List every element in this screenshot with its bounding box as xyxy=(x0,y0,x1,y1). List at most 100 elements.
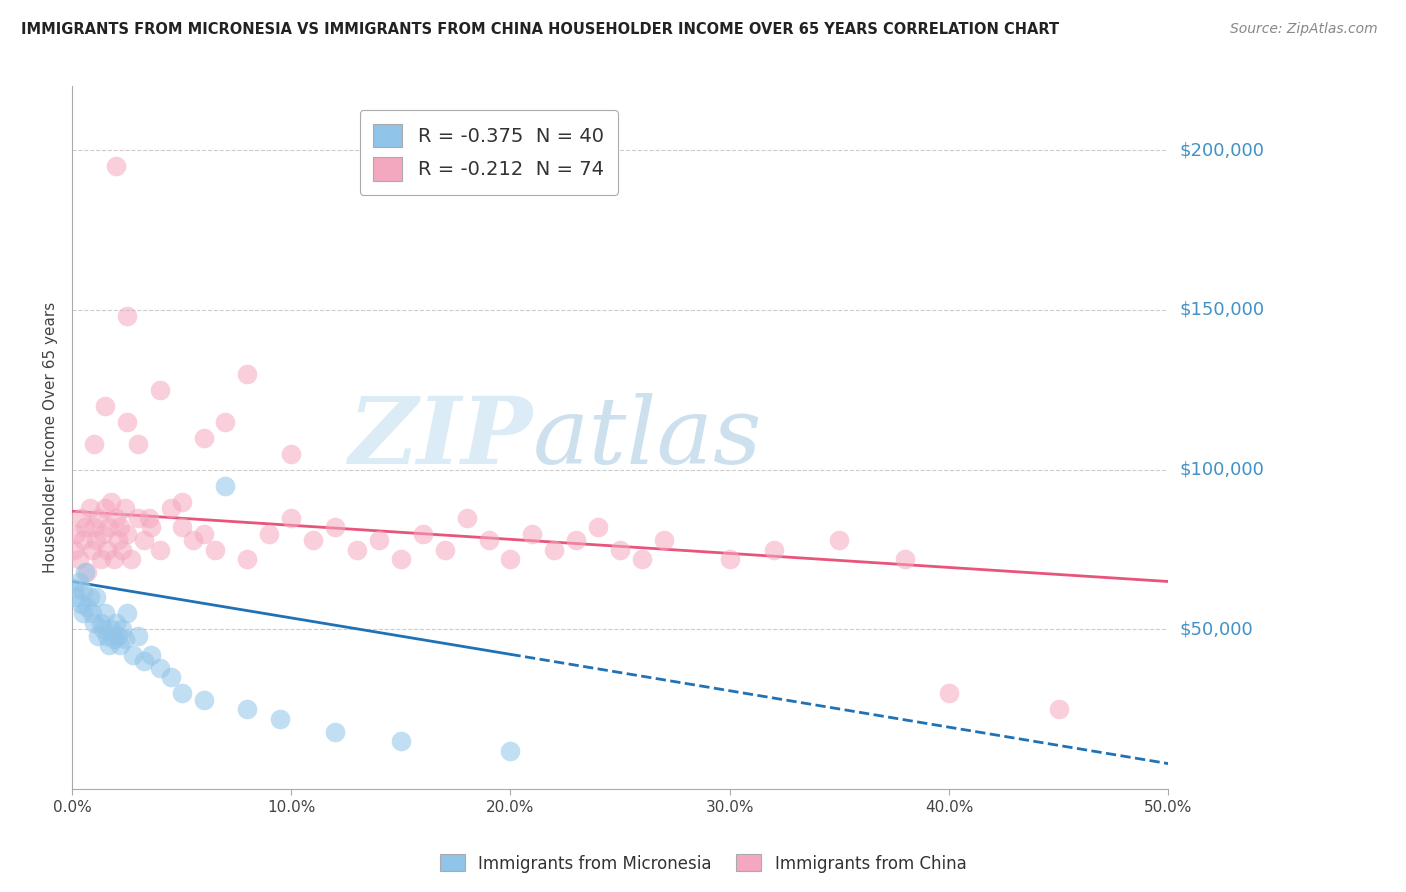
Point xyxy=(127,437,149,451)
Point xyxy=(107,629,129,643)
Point xyxy=(89,552,111,566)
Point xyxy=(83,520,105,534)
Text: $50,000: $50,000 xyxy=(1180,621,1253,639)
Point xyxy=(94,607,117,621)
Point xyxy=(149,661,172,675)
Point xyxy=(111,542,134,557)
Point xyxy=(67,552,90,566)
Point xyxy=(98,520,121,534)
Point xyxy=(87,629,110,643)
Point xyxy=(84,533,107,547)
Point xyxy=(79,591,101,605)
Point xyxy=(477,533,499,547)
Point xyxy=(368,533,391,547)
Point xyxy=(170,520,193,534)
Point xyxy=(127,629,149,643)
Point xyxy=(236,552,259,566)
Point xyxy=(63,581,86,595)
Point xyxy=(631,552,654,566)
Point xyxy=(652,533,675,547)
Point xyxy=(269,712,291,726)
Point xyxy=(114,632,136,646)
Point xyxy=(104,159,127,173)
Point xyxy=(389,734,412,748)
Text: Source: ZipAtlas.com: Source: ZipAtlas.com xyxy=(1230,22,1378,37)
Point xyxy=(718,552,741,566)
Point xyxy=(100,623,122,637)
Point xyxy=(65,526,87,541)
Text: $150,000: $150,000 xyxy=(1180,301,1264,319)
Point xyxy=(586,520,609,534)
Point xyxy=(762,542,785,557)
Point xyxy=(104,615,127,630)
Point xyxy=(72,584,94,599)
Legend: R = -0.375  N = 40, R = -0.212  N = 74: R = -0.375 N = 40, R = -0.212 N = 74 xyxy=(360,110,617,194)
Point xyxy=(75,520,97,534)
Point xyxy=(94,501,117,516)
Point xyxy=(115,310,138,324)
Point xyxy=(181,533,204,547)
Point xyxy=(456,510,478,524)
Point xyxy=(111,623,134,637)
Point xyxy=(346,542,368,557)
Point xyxy=(65,591,87,605)
Point xyxy=(138,510,160,524)
Point xyxy=(103,632,125,646)
Point xyxy=(522,526,544,541)
Point xyxy=(134,654,156,668)
Point xyxy=(72,533,94,547)
Point xyxy=(412,526,434,541)
Point xyxy=(1047,702,1070,716)
Text: atlas: atlas xyxy=(533,392,762,483)
Point xyxy=(609,542,631,557)
Point xyxy=(84,591,107,605)
Point xyxy=(499,744,522,758)
Point xyxy=(565,533,588,547)
Point xyxy=(139,648,162,662)
Point xyxy=(100,494,122,508)
Point xyxy=(323,724,346,739)
Point xyxy=(259,526,281,541)
Point xyxy=(94,399,117,413)
Point xyxy=(107,533,129,547)
Point xyxy=(80,542,103,557)
Point xyxy=(170,686,193,700)
Point xyxy=(76,600,98,615)
Point xyxy=(499,552,522,566)
Text: ZIP: ZIP xyxy=(349,392,533,483)
Point xyxy=(98,639,121,653)
Point xyxy=(87,510,110,524)
Point xyxy=(80,607,103,621)
Point xyxy=(236,702,259,716)
Point xyxy=(72,607,94,621)
Point xyxy=(110,639,132,653)
Point xyxy=(115,415,138,429)
Point xyxy=(214,478,236,492)
Point xyxy=(543,542,565,557)
Point xyxy=(302,533,325,547)
Point xyxy=(236,367,259,381)
Point xyxy=(280,447,302,461)
Text: $200,000: $200,000 xyxy=(1180,141,1264,160)
Point xyxy=(204,542,226,557)
Point xyxy=(67,574,90,589)
Point xyxy=(91,623,114,637)
Point xyxy=(894,552,917,566)
Point xyxy=(280,510,302,524)
Point xyxy=(76,565,98,579)
Point xyxy=(193,526,215,541)
Point xyxy=(114,501,136,516)
Point xyxy=(89,615,111,630)
Point xyxy=(828,533,851,547)
Point xyxy=(103,552,125,566)
Point xyxy=(134,533,156,547)
Point xyxy=(159,501,181,516)
Point xyxy=(159,670,181,684)
Y-axis label: Householder Income Over 65 years: Householder Income Over 65 years xyxy=(44,302,58,574)
Point xyxy=(120,552,142,566)
Point xyxy=(75,565,97,579)
Text: IMMIGRANTS FROM MICRONESIA VS IMMIGRANTS FROM CHINA HOUSEHOLDER INCOME OVER 65 Y: IMMIGRANTS FROM MICRONESIA VS IMMIGRANTS… xyxy=(21,22,1059,37)
Point xyxy=(83,437,105,451)
Point xyxy=(938,686,960,700)
Point xyxy=(83,615,105,630)
